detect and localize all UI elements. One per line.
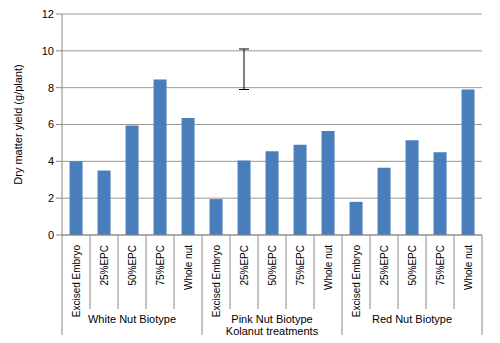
svg-text:25%EPC: 25%EPC bbox=[239, 245, 250, 286]
svg-text:50%EPC: 50%EPC bbox=[407, 245, 418, 286]
svg-text:Excised Embryo: Excised Embryo bbox=[351, 245, 362, 318]
svg-text:Red Nut Biotype: Red Nut Biotype bbox=[372, 313, 452, 325]
svg-text:50%EPC: 50%EPC bbox=[267, 245, 278, 286]
svg-text:Kolanut treatments: Kolanut treatments bbox=[226, 325, 319, 335]
svg-text:Excised Embryo: Excised Embryo bbox=[211, 245, 222, 318]
svg-text:10: 10 bbox=[42, 45, 54, 57]
svg-text:Excised Embryo: Excised Embryo bbox=[71, 245, 82, 318]
svg-text:2: 2 bbox=[48, 192, 54, 204]
svg-text:Whole nut: Whole nut bbox=[323, 245, 334, 290]
svg-text:Whole nut: Whole nut bbox=[463, 245, 474, 290]
svg-text:6: 6 bbox=[48, 118, 54, 130]
svg-text:0: 0 bbox=[48, 229, 54, 241]
svg-text:12: 12 bbox=[42, 8, 54, 20]
svg-text:75%EPC: 75%EPC bbox=[435, 245, 446, 286]
svg-text:50%EPC: 50%EPC bbox=[127, 245, 138, 286]
svg-text:75%EPC: 75%EPC bbox=[295, 245, 306, 286]
svg-text:White Nut Biotype: White Nut Biotype bbox=[88, 313, 176, 325]
svg-text:25%EPC: 25%EPC bbox=[379, 245, 390, 286]
svg-text:8: 8 bbox=[48, 82, 54, 94]
svg-text:Whole nut: Whole nut bbox=[183, 245, 194, 290]
svg-text:Pink Nut Biotype: Pink Nut Biotype bbox=[231, 313, 312, 325]
svg-text:4: 4 bbox=[48, 155, 54, 167]
svg-text:25%EPC: 25%EPC bbox=[99, 245, 110, 286]
svg-text:75%EPC: 75%EPC bbox=[155, 245, 166, 286]
svg-text:Dry matter yield (g/plant): Dry matter yield (g/plant) bbox=[12, 64, 24, 184]
